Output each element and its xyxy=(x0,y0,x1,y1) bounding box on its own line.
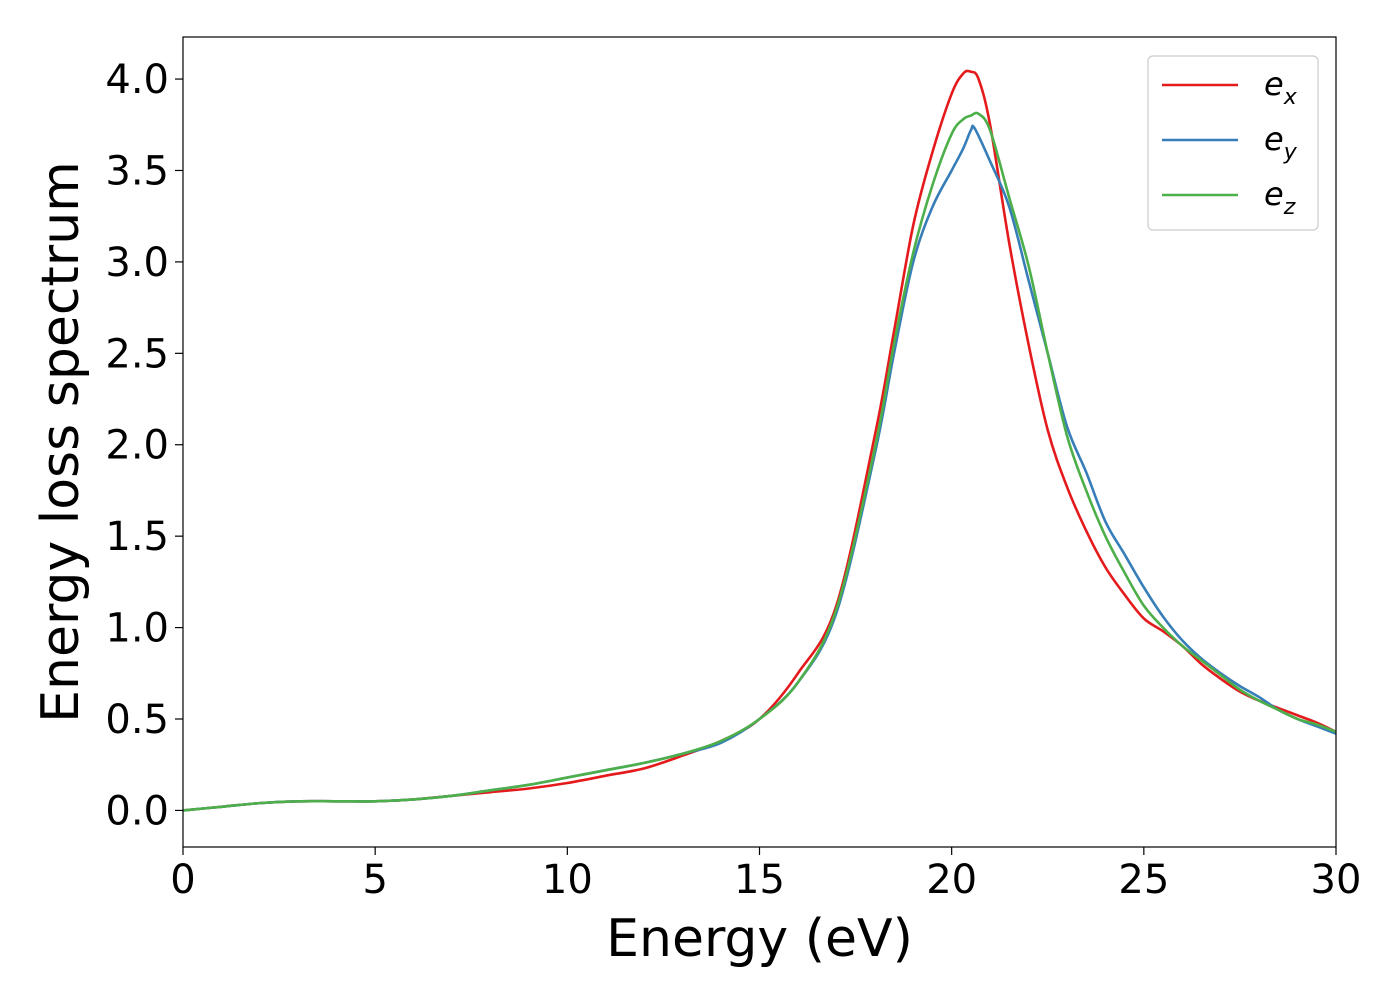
plot-area-frame xyxy=(182,36,1337,848)
x-tick-label: 0 xyxy=(170,857,195,903)
x-tick-label: 30 xyxy=(1311,857,1362,903)
x-tick-label: 15 xyxy=(734,857,785,903)
y-tick-label: 4.0 xyxy=(105,57,169,103)
y-tick-label: 2.5 xyxy=(105,331,169,377)
x-tick-label: 10 xyxy=(542,857,593,903)
y-tick-label: 1.5 xyxy=(105,514,169,560)
x-tick-label: 5 xyxy=(362,857,387,903)
y-tick-label: 1.0 xyxy=(105,606,169,652)
y-tick-label: 3.0 xyxy=(105,240,169,286)
series-line-ez xyxy=(182,111,1337,812)
y-axis-label: Energy loss spectrum xyxy=(31,161,91,723)
y-tick-label: 3.5 xyxy=(105,148,169,194)
y-axis-ticks: 0.0 0.5 1.0 1.5 2.0 2.5 3.0 3.5 4.0 xyxy=(105,57,183,834)
legend-box xyxy=(1147,55,1319,231)
y-tick-label: 2.0 xyxy=(105,423,169,469)
x-axis-ticks: 0 5 10 15 20 25 30 xyxy=(170,847,1361,903)
series-layer xyxy=(182,69,1337,812)
y-tick-label: 0.5 xyxy=(105,697,169,743)
x-tick-label: 20 xyxy=(926,857,977,903)
x-axis-label: Energy (eV) xyxy=(606,909,913,969)
x-tick-label: 25 xyxy=(1118,857,1169,903)
y-tick-label: 0.0 xyxy=(105,788,169,834)
